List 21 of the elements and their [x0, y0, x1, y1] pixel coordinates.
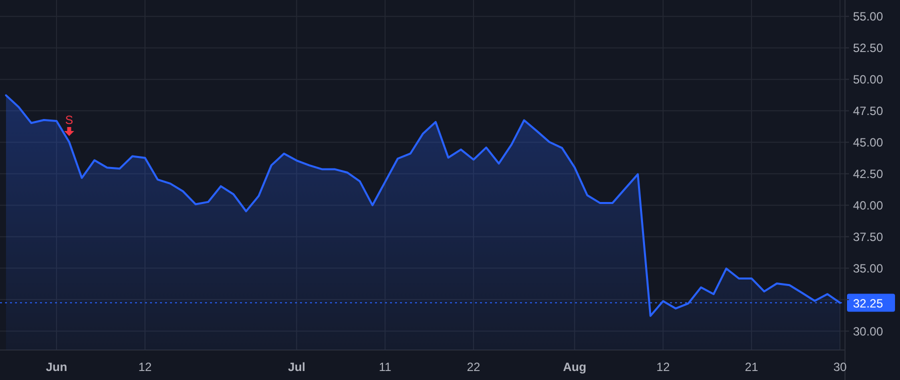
x-tick-label: Jun	[46, 360, 68, 374]
x-tick-label: 12	[138, 360, 152, 374]
y-tick-label: 35.00	[853, 261, 884, 276]
y-tick-label: 47.50	[853, 104, 884, 118]
y-tick-label: 37.50	[853, 230, 884, 244]
x-tick-label: 21	[744, 360, 759, 374]
x-tick-label: Jul	[288, 360, 306, 374]
y-tick-label: 30.00	[853, 324, 884, 338]
x-tick-label: Aug	[562, 360, 586, 374]
annotation: S	[65, 113, 74, 128]
y-tick-label: 50.00	[853, 72, 884, 87]
y-tick-label: 42.50	[853, 166, 884, 181]
y-tick-label: 55.00	[853, 10, 884, 24]
x-tick-label: 12	[656, 360, 670, 374]
x-tick-label: 30	[833, 360, 847, 374]
x-tick-label: 22	[466, 360, 481, 374]
y-tick-label: 52.50	[853, 41, 884, 56]
y-tick-label: 45.00	[853, 135, 884, 150]
ref-line-label: 32.25	[853, 296, 884, 310]
x-tick-label: 11	[378, 360, 392, 374]
y-tick-label: 40.00	[853, 198, 884, 212]
